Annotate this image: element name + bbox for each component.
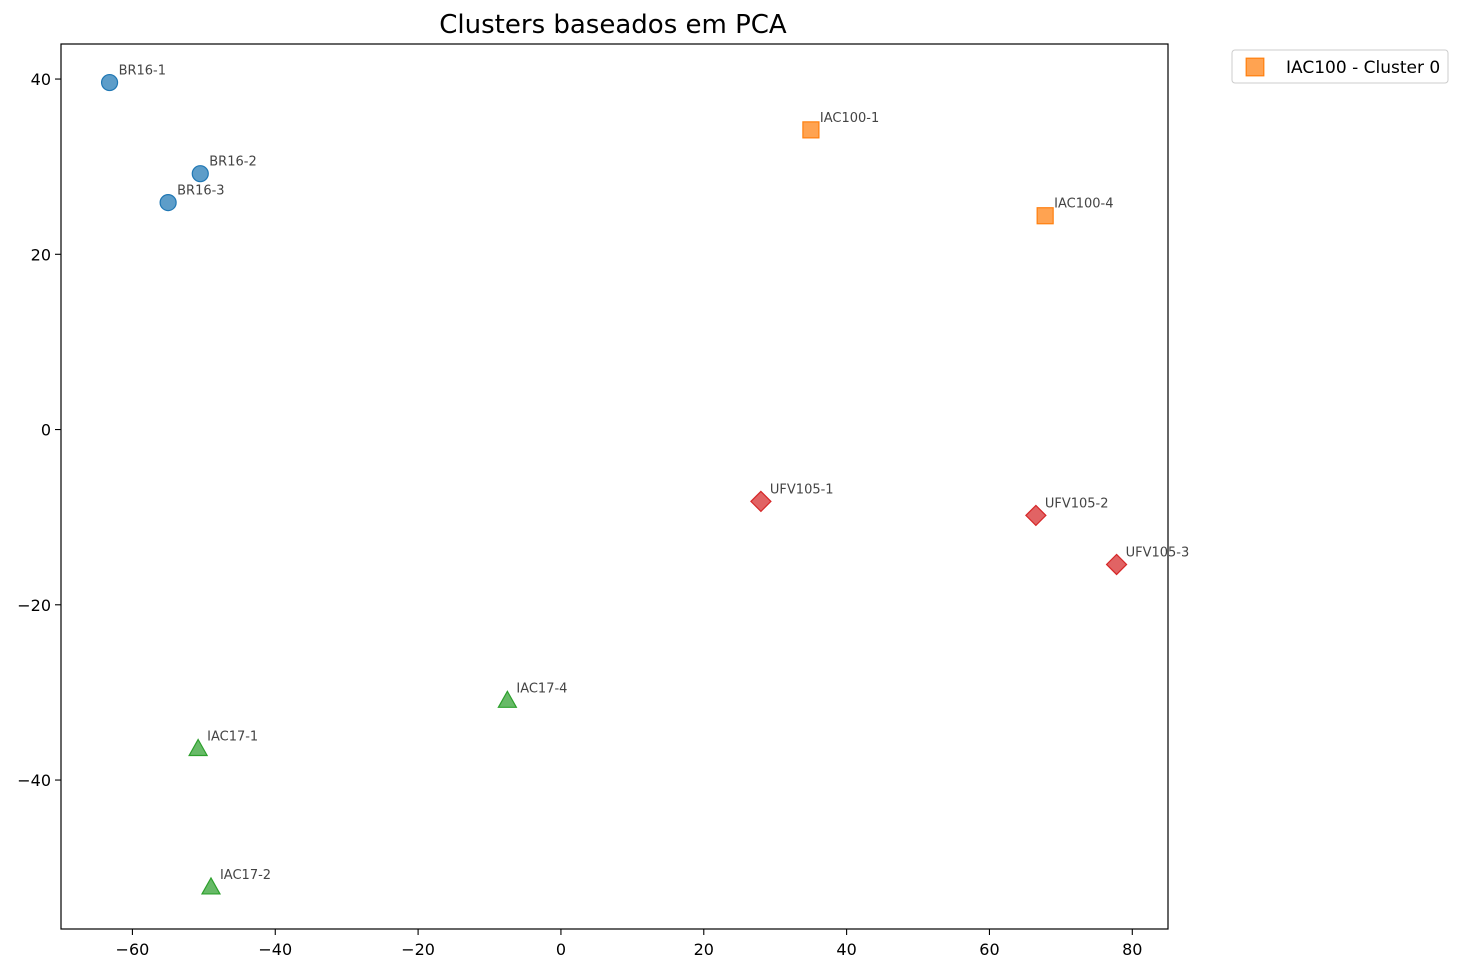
data-point-labels: BR16-1 BR16-2 BR16-3 IAC100-1 IAC100-4 IAC17-…: [119, 64, 1190, 883]
y-tick-label: 20: [31, 245, 51, 264]
data-point-label: IAC17-2: [220, 868, 271, 883]
x-tick-label: 20: [694, 940, 714, 959]
data-point-label: IAC100-1: [820, 111, 879, 126]
data-point: [159, 193, 177, 212]
data-point: [200, 876, 222, 895]
data-point-label: IAC17-4: [516, 681, 567, 696]
data-point-label: BR16-3: [177, 184, 224, 199]
data-point: [750, 490, 772, 513]
data-point-label: BR16-2: [209, 155, 256, 170]
data-point: [100, 73, 119, 92]
x-tick-label: 0: [556, 940, 566, 959]
data-point: [1105, 553, 1128, 576]
legend: IAC100 - Cluster 0: [1231, 49, 1449, 84]
x-tick-label: −20: [401, 940, 435, 959]
x-axis: −60 −40 −20 0 20 40 60 80: [116, 929, 1142, 959]
chart-title: Clusters baseados em PCA: [439, 10, 787, 40]
data-point-label: UFV105-1: [770, 482, 834, 497]
x-tick-label: 80: [1122, 940, 1142, 959]
legend-marker: [1245, 57, 1265, 77]
plot-area-frame: [60, 43, 1169, 930]
y-tick-label: −20: [17, 596, 51, 615]
y-tick-label: 0: [41, 421, 51, 440]
data-point: [188, 738, 209, 757]
x-tick-label: 40: [836, 940, 856, 959]
y-tick-label: 40: [31, 70, 51, 89]
data-point: [1025, 504, 1047, 527]
data-point-label: UFV105-2: [1045, 496, 1109, 511]
legend-box: [1231, 49, 1449, 84]
data-point: [497, 690, 518, 708]
x-tick-label: −60: [116, 940, 150, 959]
legend-entry-label: IAC100 - Cluster 0: [1286, 58, 1440, 78]
data-point-label: UFV105-3: [1126, 545, 1190, 560]
data-point: [1036, 207, 1054, 225]
data-point: [191, 165, 209, 183]
y-tick-label: −40: [17, 771, 51, 790]
x-tick-label: 60: [979, 940, 999, 959]
data-points: [100, 73, 1128, 895]
data-point-label: IAC100-4: [1054, 197, 1113, 212]
data-point: [802, 121, 820, 139]
data-point-label: IAC17-1: [207, 729, 258, 744]
data-point-label: BR16-1: [119, 64, 166, 79]
y-axis: −40 −20 0 20 40: [17, 70, 61, 790]
x-tick-label: −40: [258, 940, 292, 959]
